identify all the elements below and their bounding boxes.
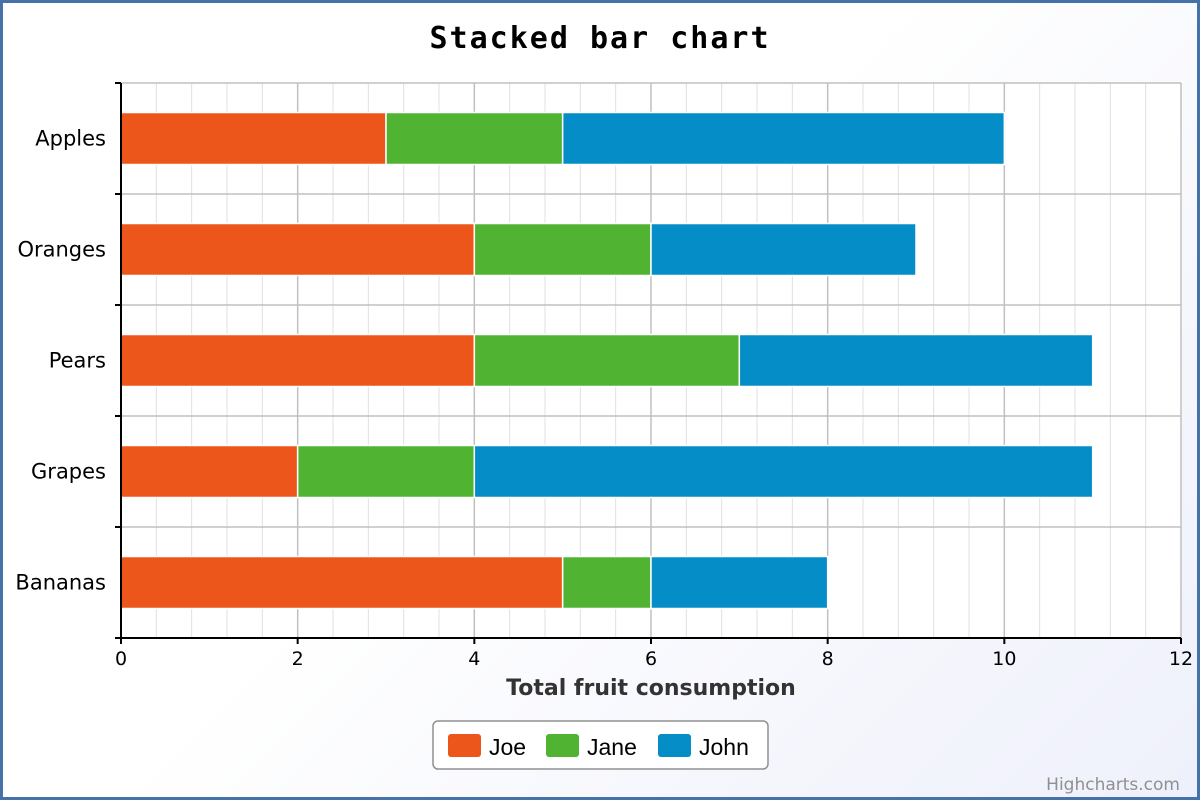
bar-john-grapes[interactable]	[473, 444, 1094, 499]
category-label-pears: Pears	[49, 349, 106, 373]
bar-john-pears[interactable]	[738, 333, 1094, 388]
bar-jane-grapes[interactable]	[296, 444, 476, 499]
x-tick-label: 10	[992, 648, 1016, 670]
bar-joe-oranges[interactable]	[120, 222, 476, 277]
bar-joe-bananas[interactable]	[120, 555, 564, 610]
category-labels: Apples Oranges Pears Grapes Bananas	[15, 127, 106, 595]
legend-label: Jane	[587, 734, 637, 760]
bar-john-oranges[interactable]	[650, 222, 917, 277]
legend-label: Joe	[489, 734, 526, 760]
bar-series-group	[120, 111, 1094, 610]
x-tick-label: 6	[645, 648, 657, 670]
legend-swatch	[448, 734, 481, 757]
axes	[115, 82, 1182, 644]
bar-joe-apples[interactable]	[120, 111, 387, 166]
chart-title: Stacked bar chart	[429, 21, 770, 56]
x-tick-label: 0	[115, 648, 127, 670]
x-tick-label: 8	[822, 648, 834, 670]
x-axis-title: Total fruit consumption	[506, 676, 796, 701]
legend-swatch	[658, 734, 691, 757]
category-label-apples: Apples	[35, 127, 106, 151]
legend-item-jane[interactable]: Jane	[546, 734, 637, 760]
bar-jane-bananas[interactable]	[561, 555, 652, 610]
bar-joe-pears[interactable]	[120, 333, 476, 388]
category-label-grapes: Grapes	[31, 460, 106, 484]
bar-jane-pears[interactable]	[473, 333, 741, 388]
legend-item-john[interactable]: John	[658, 734, 749, 760]
tick-labels: 0 2 4 6 8 10 12	[115, 648, 1193, 670]
legend: Joe Jane John	[432, 720, 769, 770]
credits-link[interactable]: Highcharts.com	[1046, 775, 1180, 795]
x-tick-label: 4	[468, 648, 480, 670]
bar-john-apples[interactable]	[561, 111, 1006, 166]
category-label-bananas: Bananas	[15, 571, 106, 595]
bar-joe-grapes[interactable]	[120, 444, 299, 499]
category-label-oranges: Oranges	[17, 238, 106, 262]
legend-item-joe[interactable]: Joe	[448, 734, 526, 760]
x-tick-label: 12	[1169, 648, 1193, 670]
bar-john-bananas[interactable]	[650, 555, 829, 610]
bar-jane-apples[interactable]	[385, 111, 564, 166]
legend-label: John	[699, 734, 749, 760]
bar-jane-oranges[interactable]	[473, 222, 652, 277]
x-tick-label: 2	[292, 648, 304, 670]
legend-swatch	[546, 734, 579, 757]
